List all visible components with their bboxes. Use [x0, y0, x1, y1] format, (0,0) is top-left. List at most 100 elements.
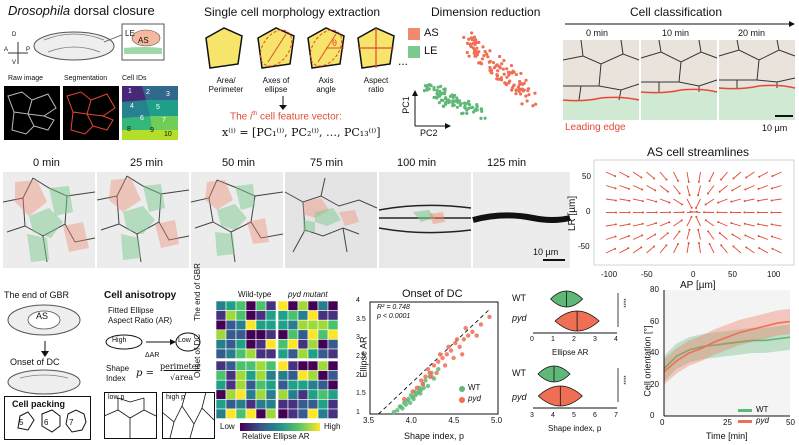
heatmap-cell [327, 319, 339, 331]
label-as: AS [138, 36, 149, 45]
heatmap-cell [297, 348, 309, 359]
streamlines-plot [593, 159, 795, 266]
heatmap-cell [327, 300, 339, 311]
streamline-arrowhead [697, 194, 700, 197]
streamline [646, 246, 655, 254]
pca-as-point [465, 50, 469, 55]
heatmap-cell [235, 339, 247, 350]
violin-xtick: 4 [551, 412, 555, 419]
heatmap-cell [297, 370, 309, 381]
pca-le-point [439, 84, 443, 89]
streamline [619, 185, 630, 190]
heatmap-cell [245, 348, 257, 359]
pca-le-point [443, 87, 447, 91]
scatter-point-wt [395, 408, 400, 413]
streamline [732, 185, 742, 191]
pca-as-point [491, 61, 496, 65]
heatmap-cell [277, 348, 289, 359]
scatter-legend-pyd-dot [459, 397, 465, 403]
streamline [690, 211, 701, 213]
pca-le-point [434, 95, 438, 99]
ts-time-5: 125 min [487, 157, 527, 169]
heatmap-cell [297, 399, 309, 410]
streamline-arrowhead [732, 177, 735, 180]
streamline [732, 234, 742, 240]
streamline [771, 236, 782, 240]
pca-as-point [474, 40, 479, 45]
line-ytick: 80 [650, 285, 659, 294]
pca-as-point [467, 54, 471, 58]
streamline [686, 198, 693, 209]
p-annotation: p < 0.0001 [377, 313, 411, 320]
pca-le-point [467, 106, 471, 110]
heatmap-cell [317, 348, 329, 359]
heatmap-cell [327, 408, 339, 419]
streamline-arrowhead [704, 219, 707, 222]
line-ytick: 0 [650, 411, 655, 420]
heatmap-cell [265, 310, 277, 321]
pca-ylabel: PC1 [400, 96, 411, 114]
heatmap-cell [287, 319, 299, 331]
streamline [697, 229, 701, 240]
feature-angle-label: Axis angle [316, 76, 336, 94]
scatter-ytick: 3.5 [356, 315, 366, 323]
heatmap-cell [255, 319, 267, 331]
streamline-arrowhead [614, 199, 617, 202]
violin-xtick: 3 [530, 412, 534, 419]
heatmap-cell [307, 399, 319, 410]
streamline-arrowhead [707, 230, 710, 233]
heatmap-cell [215, 329, 227, 340]
shape-features-diagram [205, 27, 395, 69]
line-xlabel: Time [min] [706, 431, 748, 441]
scatter-ytick: 1.5 [356, 390, 366, 398]
pca-as-point [472, 48, 477, 52]
heatmap-cell [215, 360, 227, 371]
feature-axes-label: Axes of ellipse [262, 76, 290, 94]
leading-edge-label: Leading edge [565, 122, 626, 133]
streamline [698, 243, 701, 254]
pca-as-point [507, 73, 511, 77]
streamline-arrowhead [690, 216, 693, 219]
violin2-pyd-label: pyd [512, 392, 527, 402]
heatmap-cell [277, 310, 289, 321]
heatmap-cell [307, 360, 319, 371]
frac-numerator: perimeter [160, 362, 201, 371]
streamline-arrowhead [614, 247, 617, 250]
streamline-arrowhead [770, 199, 773, 202]
heatmap-cell [255, 399, 267, 410]
streamline [605, 223, 616, 227]
streamline [632, 171, 642, 178]
heatmap-cell [255, 360, 267, 371]
heatmap-cell [277, 389, 289, 400]
heatmap-cell [225, 370, 237, 381]
heatmap-cell [265, 300, 277, 311]
streamline-arrowhead [757, 223, 760, 226]
segmentation-label: Segmentation [64, 75, 108, 82]
pca-le-point [483, 116, 487, 120]
streamline-arrowhead [731, 189, 734, 192]
heatmap-cell [265, 329, 277, 340]
scatter-xtick: 4.5 [448, 416, 460, 425]
scatter-point-wt [391, 409, 397, 415]
streamline [695, 216, 701, 227]
cell-id-1: 1 [128, 88, 132, 95]
line-ytick: 60 [650, 316, 659, 326]
streamline-arrowhead [718, 190, 721, 193]
streamline [745, 247, 755, 254]
pca-le-point [451, 104, 455, 108]
pca-le-point [443, 89, 447, 93]
heatmap-cell [215, 319, 227, 331]
scatter-point-pyd [465, 333, 471, 338]
raw-image-label: Raw image [8, 75, 44, 82]
heatmap-cell [265, 348, 277, 359]
streamline-arrowhead [665, 244, 668, 247]
streamline-arrowhead [770, 211, 773, 214]
scatter-point-wt [398, 404, 403, 409]
heatmap-cell [245, 399, 257, 410]
heatmap-cell [235, 360, 247, 371]
streamline-arrowhead [655, 222, 658, 225]
heatmap-cell [235, 348, 247, 359]
heatmap-cell [287, 360, 299, 371]
class-time-2: 20 min [738, 28, 766, 38]
violin-xtick: 3 [593, 336, 597, 343]
